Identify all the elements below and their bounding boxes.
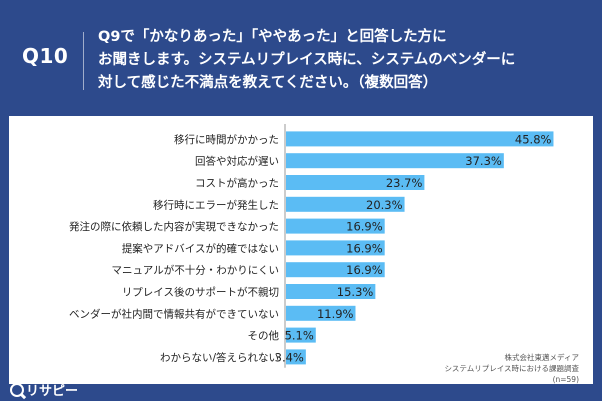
value-label: 20.3%	[366, 198, 403, 212]
category-label: 移行に時間がかかった	[174, 133, 279, 146]
bar	[286, 327, 316, 343]
value-label: 23.7%	[386, 176, 423, 190]
question-line-1: Q9で「かなりあった」「ややあった」と回答した方に	[98, 29, 447, 45]
value-label: 37.3%	[465, 154, 502, 168]
category-label: その他	[248, 329, 280, 342]
bar	[286, 153, 504, 169]
category-label: 回答や対応が遅い	[195, 155, 279, 168]
brand-name: リサピー	[26, 384, 79, 399]
bar	[286, 196, 405, 212]
bar	[286, 262, 385, 278]
value-label: 5.1%	[285, 329, 314, 343]
source-survey: システムリプレイス時における課題調査	[444, 364, 579, 373]
bar	[286, 175, 425, 190]
category-label: ベンダーが社内間で情報共有ができていない	[69, 307, 279, 320]
value-label: 16.9%	[346, 263, 383, 277]
value-label: 45.8%	[515, 132, 552, 146]
question-number: Q10	[22, 44, 69, 68]
bar	[286, 218, 385, 234]
value-label: 3.4%	[275, 350, 304, 364]
value-label: 16.9%	[346, 241, 383, 255]
question-line-2: お聞きします。システムリプレイス時に、システムのベンダーに	[98, 52, 516, 68]
category-label: コストが高かった	[195, 177, 279, 190]
category-label: わからない/答えられない	[160, 351, 279, 364]
question-text: Q9で「かなりあった」「ややあった」と回答した方に お聞きします。システムリプレ…	[98, 26, 594, 95]
value-label: 11.9%	[317, 307, 354, 321]
bar	[286, 305, 356, 321]
brand-logo: リサピー	[10, 380, 78, 399]
category-label: 発注の際に依頼した内容が実現できなかった	[69, 220, 279, 233]
header-divider	[83, 32, 84, 90]
bar	[286, 131, 554, 147]
bar	[286, 240, 385, 256]
question-header: Q10 Q9で「かなりあった」「ややあった」と回答した方に お聞きします。システ…	[0, 0, 602, 116]
value-label: 16.9%	[346, 220, 383, 234]
bar	[286, 284, 376, 299]
question-line-3: 対して感じた不満点を教えてください。（複数回答）	[98, 75, 438, 91]
category-label: 移行時にエラーが発生した	[153, 198, 279, 211]
source-company: 株式会社東邁メディア	[504, 353, 579, 362]
magnifier-icon	[10, 382, 24, 397]
bar-chart: 移行に時間がかかった 45.8% 回答や対応が遅い 37.3% コストが高かった 23.7…	[69, 124, 554, 368]
bar	[286, 349, 306, 365]
value-label: 15.3%	[337, 285, 374, 299]
category-label: 提案やアドバイスが的確ではない	[122, 242, 279, 255]
source-sample-size: (n=59)	[552, 375, 579, 384]
category-label: リプレイス後のサポートが不親切	[122, 286, 279, 299]
category-label: マニュアルが不十分・わかりにくい	[112, 264, 279, 277]
source-note: 株式会社東邁メディア システムリプレイス時における課題調査 (n=59)	[444, 352, 579, 385]
chart-panel: 移行に時間がかかった 45.8% 回答や対応が遅い 37.3% コストが高かった 23.7…	[9, 116, 593, 384]
